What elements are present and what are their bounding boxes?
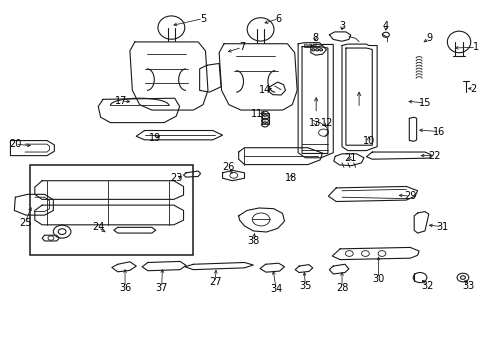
Text: 1: 1 — [472, 42, 478, 52]
Text: 7: 7 — [239, 42, 244, 52]
Text: 5: 5 — [200, 14, 206, 24]
Text: 38: 38 — [246, 236, 259, 246]
Text: 25: 25 — [19, 218, 31, 228]
Text: 11: 11 — [250, 109, 262, 119]
Text: 13: 13 — [308, 118, 321, 128]
Text: 27: 27 — [208, 277, 221, 287]
Text: 3: 3 — [338, 21, 345, 31]
Text: 30: 30 — [372, 274, 384, 284]
Text: 14: 14 — [259, 85, 271, 95]
Text: 9: 9 — [426, 33, 432, 43]
Text: 36: 36 — [119, 283, 131, 293]
Text: 2: 2 — [469, 84, 476, 94]
Text: 35: 35 — [299, 281, 311, 291]
Text: 34: 34 — [269, 284, 282, 294]
Text: 29: 29 — [403, 191, 416, 201]
Text: 10: 10 — [362, 136, 374, 145]
Text: 12: 12 — [321, 118, 333, 128]
Text: 6: 6 — [275, 14, 281, 24]
Text: 21: 21 — [344, 153, 356, 163]
Text: 26: 26 — [222, 162, 235, 172]
Text: 19: 19 — [148, 133, 161, 143]
Text: 17: 17 — [115, 96, 127, 106]
Text: 32: 32 — [420, 281, 433, 291]
Text: 22: 22 — [427, 150, 440, 161]
Text: 18: 18 — [284, 173, 296, 183]
Text: 4: 4 — [382, 21, 388, 31]
Text: 20: 20 — [9, 139, 21, 149]
Text: 8: 8 — [311, 33, 318, 43]
Text: 23: 23 — [170, 173, 182, 183]
Text: 24: 24 — [92, 222, 104, 232]
Bar — [30, 165, 193, 255]
Text: 16: 16 — [432, 127, 445, 136]
Text: 28: 28 — [335, 283, 347, 293]
Text: 37: 37 — [155, 283, 167, 293]
Text: 31: 31 — [435, 222, 447, 231]
Text: 15: 15 — [418, 98, 430, 108]
Text: 33: 33 — [462, 281, 474, 291]
